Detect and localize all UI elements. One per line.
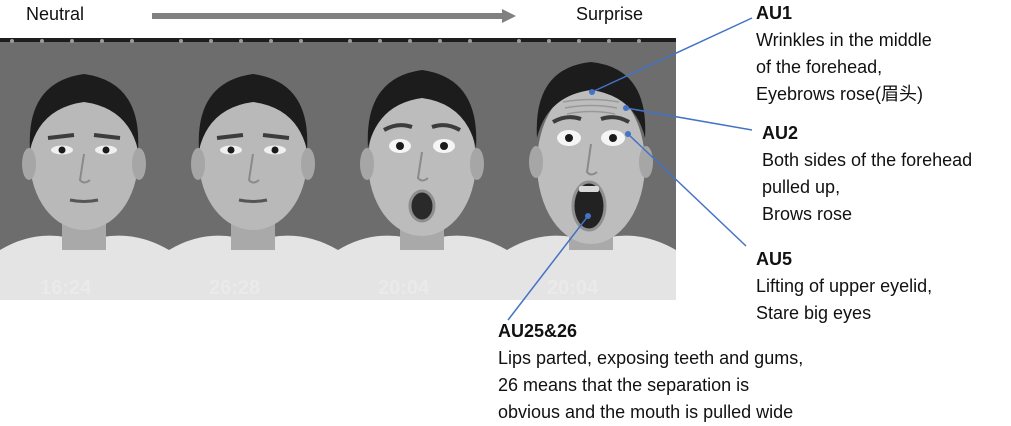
face-frame-1: 16:24 xyxy=(0,38,169,300)
annotation-au5-line: Stare big eyes xyxy=(756,303,872,323)
face-frame-2: 26:28 xyxy=(169,38,338,300)
annotation-au1: AU1 Wrinkles in the middle of the forehe… xyxy=(756,0,932,108)
leader-au25-26 xyxy=(507,215,589,321)
svg-text:26:28: 26:28 xyxy=(209,277,260,299)
annotation-au5-title: AU5 xyxy=(756,249,793,269)
annotation-au25-26-line: 26 means that the separation is xyxy=(498,375,750,395)
face-frame-3: 20:04 xyxy=(338,38,507,300)
annotation-au1-line: Wrinkles in the middle xyxy=(756,30,932,50)
annotation-au25-26: AU25&26 Lips parted, exposing teeth and … xyxy=(498,318,803,426)
svg-text:20:04: 20:04 xyxy=(547,277,599,299)
leader-dot-au5 xyxy=(625,131,631,137)
leader-dot-au25-26 xyxy=(585,213,591,219)
leader-au1 xyxy=(591,17,753,93)
annotation-au2-line: Brows rose xyxy=(762,204,853,224)
face-sequence-strip: 16:24 26:28 xyxy=(0,38,676,300)
leader-dot-au1 xyxy=(589,89,595,95)
annotation-au25-26-line: obvious and the mouth is pulled wide xyxy=(498,402,794,422)
svg-text:20:04: 20:04 xyxy=(378,277,430,299)
leader-dot-au2 xyxy=(623,105,629,111)
progression-arrow xyxy=(152,9,516,23)
annotation-au25-26-line: Lips parted, exposing teeth and gums, xyxy=(498,348,804,368)
leader-au2 xyxy=(625,107,753,131)
annotation-au1-line: of the forehead, xyxy=(756,57,883,77)
annotation-au5: AU5 Lifting of upper eyelid, Stare big e… xyxy=(756,246,932,327)
annotation-au5-line: Lifting of upper eyelid, xyxy=(756,276,933,296)
svg-text:16:24: 16:24 xyxy=(40,277,92,299)
annotation-au1-title: AU1 xyxy=(756,3,793,23)
leader-au5 xyxy=(627,133,747,247)
label-neutral: Neutral xyxy=(26,4,85,24)
label-surprise: Surprise xyxy=(576,4,644,24)
annotation-au25-26-title: AU25&26 xyxy=(498,321,578,341)
annotation-au2-line: pulled up, xyxy=(762,177,841,197)
annotation-au2-line: Both sides of the forehead xyxy=(762,150,973,170)
annotation-au2: AU2 Both sides of the forehead pulled up… xyxy=(762,120,972,228)
annotation-au2-title: AU2 xyxy=(762,123,799,143)
annotation-au1-line: Eyebrows rose(眉头) xyxy=(756,84,924,104)
face-frame-4: 20:04 xyxy=(507,38,676,300)
